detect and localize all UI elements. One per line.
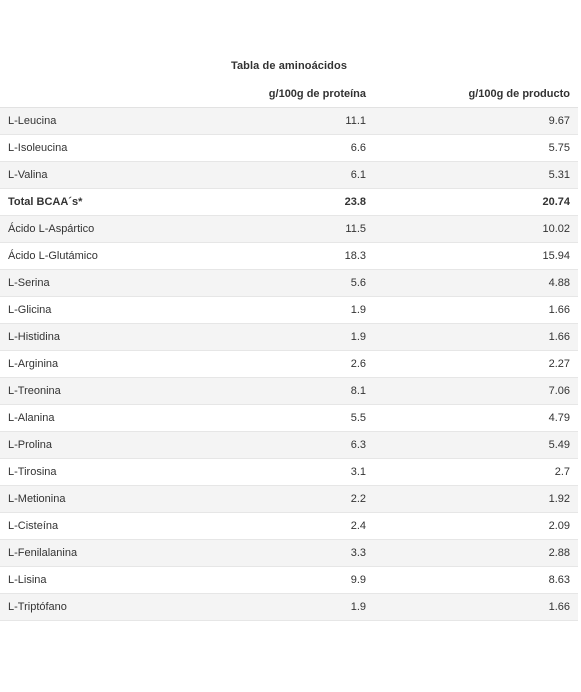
protein-value: 6.3 <box>200 431 374 459</box>
protein-value: 6.1 <box>200 161 374 189</box>
table-row: Ácido L-Glutámico 18.3 15.94 <box>0 242 578 270</box>
protein-value: 2.4 <box>200 512 374 540</box>
protein-value: 5.5 <box>200 404 374 432</box>
table-row: L-Fenilalanina 3.3 2.88 <box>0 539 578 567</box>
header-name <box>0 80 200 108</box>
protein-value: 18.3 <box>200 242 374 270</box>
amino-acid-name: L-Histidina <box>0 323 200 351</box>
table-row-total: Total BCAA´s* 23.8 20.74 <box>0 188 578 216</box>
protein-value: 2.6 <box>200 350 374 378</box>
protein-value: 11.5 <box>200 215 374 243</box>
protein-value: 11.1 <box>200 107 374 135</box>
product-value: 1.66 <box>374 296 578 324</box>
product-value: 9.67 <box>374 107 578 135</box>
product-value: 5.75 <box>374 134 578 162</box>
amino-acid-name: L-Treonina <box>0 377 200 405</box>
table-body: L-Leucina 11.1 9.67 L-Isoleucina 6.6 5.75 L-Va… <box>0 107 578 621</box>
protein-value: 2.2 <box>200 485 374 513</box>
table-row: L-Prolina 6.3 5.49 <box>0 431 578 459</box>
amino-acid-name: L-Metionina <box>0 485 200 513</box>
amino-acid-name: L-Prolina <box>0 431 200 459</box>
table-row: L-Histidina 1.9 1.66 <box>0 323 578 351</box>
table-row: L-Glicina 1.9 1.66 <box>0 296 578 324</box>
table-row: L-Leucina 11.1 9.67 <box>0 107 578 135</box>
table-row: L-Arginina 2.6 2.27 <box>0 350 578 378</box>
product-value: 20.74 <box>374 188 578 216</box>
table-row: L-Valina 6.1 5.31 <box>0 161 578 189</box>
product-value: 2.27 <box>374 350 578 378</box>
header-row: g/100g de proteína g/100g de producto <box>0 80 578 108</box>
table-row: L-Lisina 9.9 8.63 <box>0 566 578 594</box>
product-value: 7.06 <box>374 377 578 405</box>
protein-value: 3.1 <box>200 458 374 486</box>
header-product: g/100g de producto <box>374 80 578 108</box>
protein-value: 1.9 <box>200 593 374 621</box>
amino-acid-name: L-Alanina <box>0 404 200 432</box>
product-value: 1.92 <box>374 485 578 513</box>
table-row: L-Treonina 8.1 7.06 <box>0 377 578 405</box>
amino-acid-name: L-Fenilalanina <box>0 539 200 567</box>
amino-acid-table: g/100g de proteína g/100g de producto L-… <box>0 80 578 621</box>
table-row: L-Triptófano 1.9 1.66 <box>0 593 578 621</box>
protein-value: 5.6 <box>200 269 374 297</box>
table-row: L-Metionina 2.2 1.92 <box>0 485 578 513</box>
product-value: 1.66 <box>374 593 578 621</box>
amino-acid-name: L-Triptófano <box>0 593 200 621</box>
protein-value: 6.6 <box>200 134 374 162</box>
protein-value: 3.3 <box>200 539 374 567</box>
amino-acid-name: L-Serina <box>0 269 200 297</box>
protein-value: 23.8 <box>200 188 374 216</box>
product-value: 5.49 <box>374 431 578 459</box>
amino-acid-name: L-Leucina <box>0 107 200 135</box>
protein-value: 1.9 <box>200 323 374 351</box>
product-value: 2.88 <box>374 539 578 567</box>
amino-acid-name: Ácido L-Aspártico <box>0 215 200 243</box>
table-caption: Tabla de aminoácidos <box>230 60 348 72</box>
product-value: 8.63 <box>374 566 578 594</box>
amino-acid-name: Ácido L-Glutámico <box>0 242 200 270</box>
amino-acid-name: L-Valina <box>0 161 200 189</box>
product-value: 1.66 <box>374 323 578 351</box>
protein-value: 8.1 <box>200 377 374 405</box>
table-row: L-Serina 5.6 4.88 <box>0 269 578 297</box>
protein-value: 1.9 <box>200 296 374 324</box>
product-value: 4.88 <box>374 269 578 297</box>
protein-value: 9.9 <box>200 566 374 594</box>
product-value: 15.94 <box>374 242 578 270</box>
product-value: 2.09 <box>374 512 578 540</box>
table-header: g/100g de proteína g/100g de producto <box>0 80 578 108</box>
table-row: L-Isoleucina 6.6 5.75 <box>0 134 578 162</box>
header-protein: g/100g de proteína <box>200 80 374 108</box>
amino-acid-name: Total BCAA´s* <box>0 188 200 216</box>
table-row: L-Tirosina 3.1 2.7 <box>0 458 578 486</box>
amino-acid-name: L-Glicina <box>0 296 200 324</box>
amino-acid-name: L-Arginina <box>0 350 200 378</box>
product-value: 2.7 <box>374 458 578 486</box>
amino-acid-name: L-Cisteína <box>0 512 200 540</box>
product-value: 5.31 <box>374 161 578 189</box>
table-row: L-Cisteína 2.4 2.09 <box>0 512 578 540</box>
product-value: 4.79 <box>374 404 578 432</box>
product-value: 10.02 <box>374 215 578 243</box>
amino-acid-name: L-Tirosina <box>0 458 200 486</box>
table-row: Ácido L-Aspártico 11.5 10.02 <box>0 215 578 243</box>
amino-acid-name: L-Lisina <box>0 566 200 594</box>
table-row: L-Alanina 5.5 4.79 <box>0 404 578 432</box>
amino-acid-name: L-Isoleucina <box>0 134 200 162</box>
